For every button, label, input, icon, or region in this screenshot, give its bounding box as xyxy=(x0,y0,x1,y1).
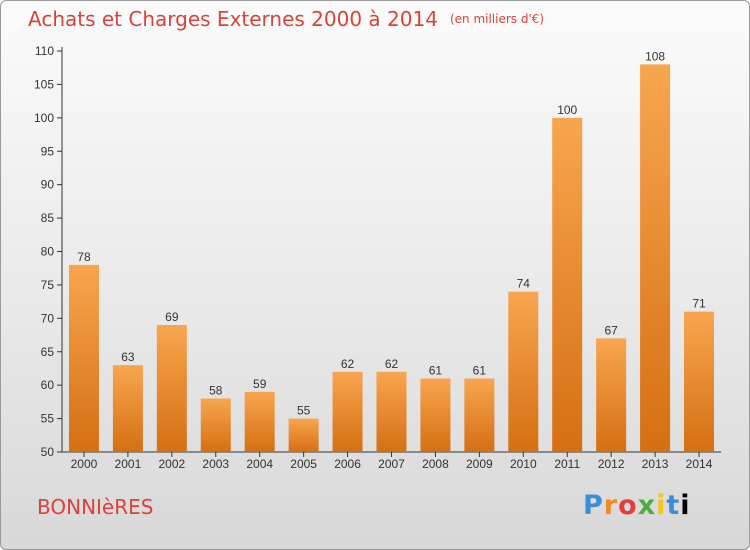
y-tick-label: 105 xyxy=(34,77,54,91)
x-tick-label: 2013 xyxy=(642,457,669,471)
bars xyxy=(68,64,715,452)
bar xyxy=(288,418,319,452)
y-tick-label: 90 xyxy=(41,178,55,192)
logo-letter: x xyxy=(637,490,657,521)
data-label: 62 xyxy=(341,357,355,371)
x-tick-label: 2014 xyxy=(686,457,713,471)
x-tick-label: 2003 xyxy=(202,457,229,471)
data-labels: 78 63 69 58 59 55 62 62 61 61 74 100 67 108 71 xyxy=(77,49,706,417)
x-tick-label: 2002 xyxy=(158,457,185,471)
y-tick-label: 110 xyxy=(35,44,54,58)
y-tick-label: 65 xyxy=(41,345,55,359)
bar xyxy=(640,64,671,452)
x-tick-label: 2008 xyxy=(422,457,449,471)
logo-letter: r xyxy=(603,490,619,521)
data-label: 61 xyxy=(429,363,443,377)
bar xyxy=(200,398,231,452)
data-label: 67 xyxy=(604,323,618,337)
logo-letter: i xyxy=(680,490,691,521)
y-tick-label: 55 xyxy=(41,412,55,426)
y-tick-label: 60 xyxy=(41,378,55,392)
x-axis: 2000 2001 2002 2003 2004 2005 2006 2007 2008 2009… xyxy=(62,451,721,471)
x-tick-label: 2001 xyxy=(115,457,142,471)
y-axis: 50 55 60 65 70 75 80 85 90 95 100 105 110 xyxy=(34,44,63,459)
data-label: 58 xyxy=(209,384,223,398)
bar xyxy=(112,365,143,452)
data-label: 61 xyxy=(473,363,487,377)
bar xyxy=(420,378,451,452)
data-label: 62 xyxy=(385,357,399,371)
logo-letter: o xyxy=(618,490,638,521)
x-tick-label: 2004 xyxy=(246,457,273,471)
chart-unit: (en milliers d'€) xyxy=(449,12,545,26)
bar xyxy=(684,311,715,452)
x-tick-label: 2011 xyxy=(554,457,580,471)
y-tick-label: 80 xyxy=(41,245,55,259)
bar xyxy=(244,391,275,452)
proxiti-logo[interactable]: Proxiti xyxy=(583,490,691,521)
data-label: 71 xyxy=(692,297,706,311)
bar xyxy=(552,117,583,452)
x-tick-label: 2007 xyxy=(378,457,405,471)
x-tick-label: 2000 xyxy=(71,457,98,471)
bar xyxy=(156,325,187,452)
chart-title: Achats et Charges Externes 2000 à 2014 (e… xyxy=(28,7,544,31)
bar xyxy=(464,378,495,452)
data-label: 74 xyxy=(517,277,531,291)
x-tick-label: 2006 xyxy=(334,457,361,471)
bar xyxy=(508,291,539,452)
data-label: 55 xyxy=(297,404,311,418)
logo-letter: P xyxy=(583,490,604,521)
x-tick-label: 2010 xyxy=(510,457,537,471)
data-label: 108 xyxy=(645,49,665,63)
commune-name: BONNIèRES xyxy=(37,495,154,519)
logo-letter: t xyxy=(666,490,681,521)
x-tick-label: 2005 xyxy=(290,457,317,471)
y-tick-label: 100 xyxy=(34,111,54,125)
logo-letter: i xyxy=(656,490,667,521)
data-label: 78 xyxy=(77,250,91,264)
bar xyxy=(596,338,627,452)
x-tick-label: 2009 xyxy=(466,457,493,471)
bar xyxy=(376,371,407,452)
data-label: 100 xyxy=(557,103,577,117)
y-tick-label: 50 xyxy=(41,445,55,459)
y-tick-label: 95 xyxy=(41,144,55,158)
bar xyxy=(68,264,99,452)
y-tick-label: 70 xyxy=(41,311,55,325)
y-tick-label: 85 xyxy=(41,211,55,225)
data-label: 69 xyxy=(165,310,179,324)
bar xyxy=(332,371,363,452)
x-tick-label: 2012 xyxy=(598,457,625,471)
chart-title-text: Achats et Charges Externes 2000 à 2014 xyxy=(28,7,438,31)
data-label: 59 xyxy=(253,377,267,391)
data-label: 63 xyxy=(121,350,135,364)
y-tick-label: 75 xyxy=(41,278,55,292)
